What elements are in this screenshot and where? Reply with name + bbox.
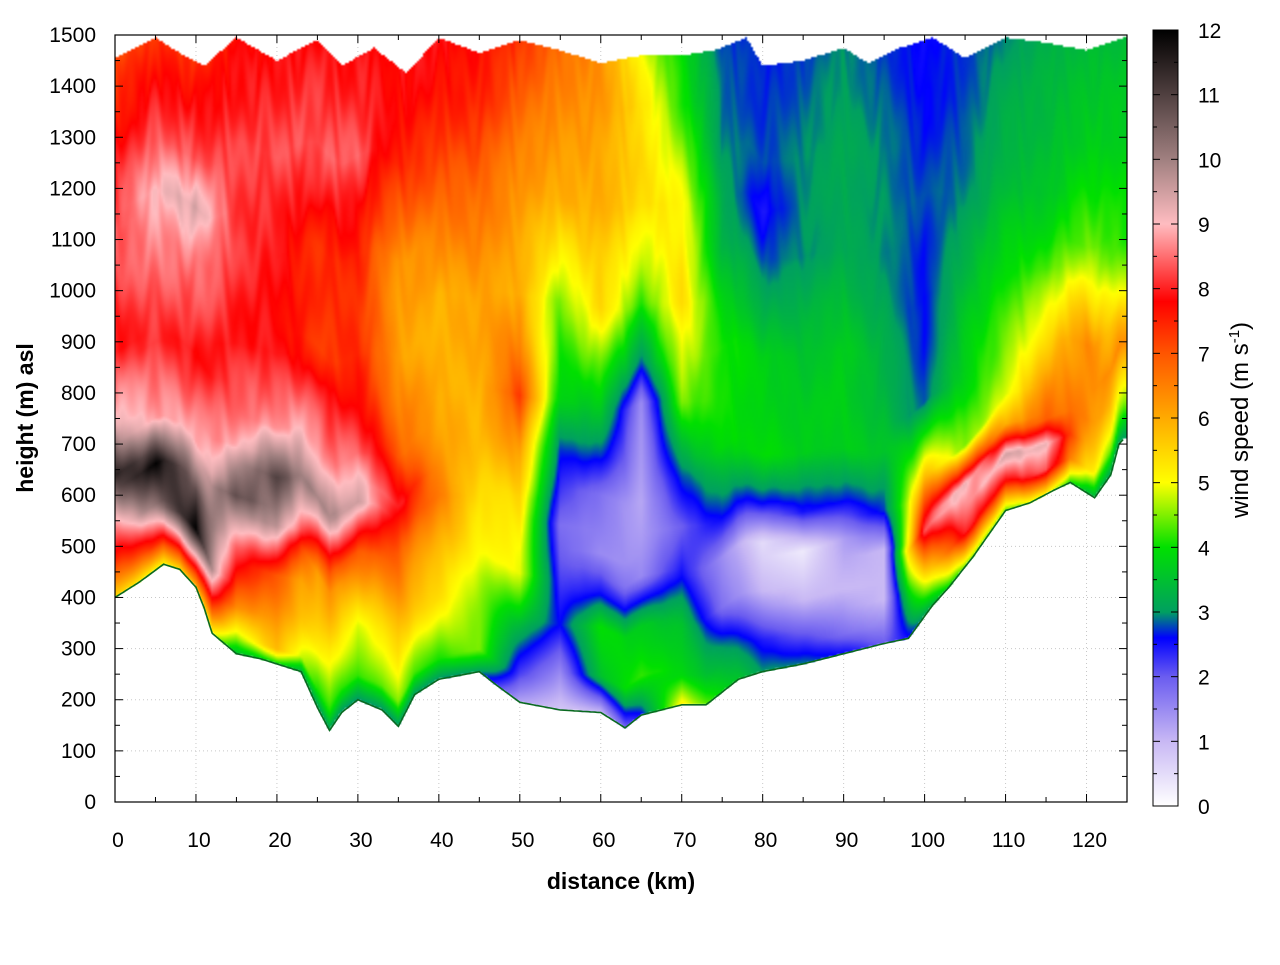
y-tick-label: 1300 [49, 126, 96, 149]
y-tick-label: 200 [61, 689, 96, 712]
colorbar-title: wind speed (m s-1) [1226, 322, 1254, 519]
y-tick-label: 600 [61, 484, 96, 507]
x-axis-ticks: 0 10 20 30 40 50 60 70 80 90 100 110 120 [112, 35, 1128, 852]
colorbar-tick-label: 2 [1198, 667, 1210, 690]
x-tick-label: 10 [187, 829, 210, 852]
colorbar-tick-label: 8 [1198, 279, 1210, 302]
x-tick-label: 20 [268, 829, 291, 852]
x-tick-label: 90 [835, 829, 858, 852]
colorbar-tick-label: 4 [1198, 537, 1210, 560]
colorbar-tick-label: 7 [1198, 343, 1210, 366]
x-tick-label: 70 [673, 829, 696, 852]
x-tick-label: 40 [430, 829, 453, 852]
y-tick-label: 1200 [49, 177, 96, 200]
colorbar-tick-label: 1 [1198, 731, 1210, 754]
y-tick-label: 300 [61, 638, 96, 661]
y-tick-label: 900 [61, 331, 96, 354]
colorbar-tick-label: 0 [1198, 796, 1210, 819]
x-tick-label: 100 [910, 829, 945, 852]
x-tick-label: 120 [1072, 829, 1107, 852]
x-axis-title: distance (km) [547, 868, 695, 894]
y-tick-label: 800 [61, 382, 96, 405]
y-tick-label: 0 [84, 791, 96, 814]
y-axis-ticks: 0 100 200 300 400 500 600 700 800 900 1000 1100 1200… [49, 24, 1127, 814]
y-axis-title: height (m) asl [12, 343, 38, 493]
colorbar-tick-label: 11 [1198, 85, 1220, 108]
terrain-outline [114, 439, 1124, 732]
x-tick-label: 50 [511, 829, 534, 852]
colorbar-tick-label: 6 [1198, 408, 1210, 431]
y-tick-label: 1100 [51, 229, 96, 252]
colorbar-tick-label: 10 [1198, 149, 1221, 172]
y-tick-label: 400 [61, 586, 96, 609]
y-tick-label: 1000 [49, 280, 96, 303]
y-tick-label: 100 [61, 740, 96, 763]
x-tick-label: 60 [592, 829, 615, 852]
x-tick-label: 0 [112, 829, 124, 852]
colorbar-tick-label: 12 [1198, 20, 1221, 43]
y-tick-label: 1400 [49, 75, 96, 98]
x-tick-label: 110 [992, 829, 1025, 852]
y-tick-label: 500 [61, 535, 96, 558]
colorbar-tick-label: 3 [1198, 602, 1210, 625]
x-tick-label: 30 [349, 829, 372, 852]
x-tick-label: 80 [754, 829, 777, 852]
wind-speed-field [115, 35, 1127, 802]
y-tick-label: 700 [61, 433, 96, 456]
colorbar-tick-label: 9 [1198, 214, 1210, 237]
colorbar-tick-label: 5 [1198, 473, 1210, 496]
y-tick-label: 1500 [49, 24, 96, 47]
